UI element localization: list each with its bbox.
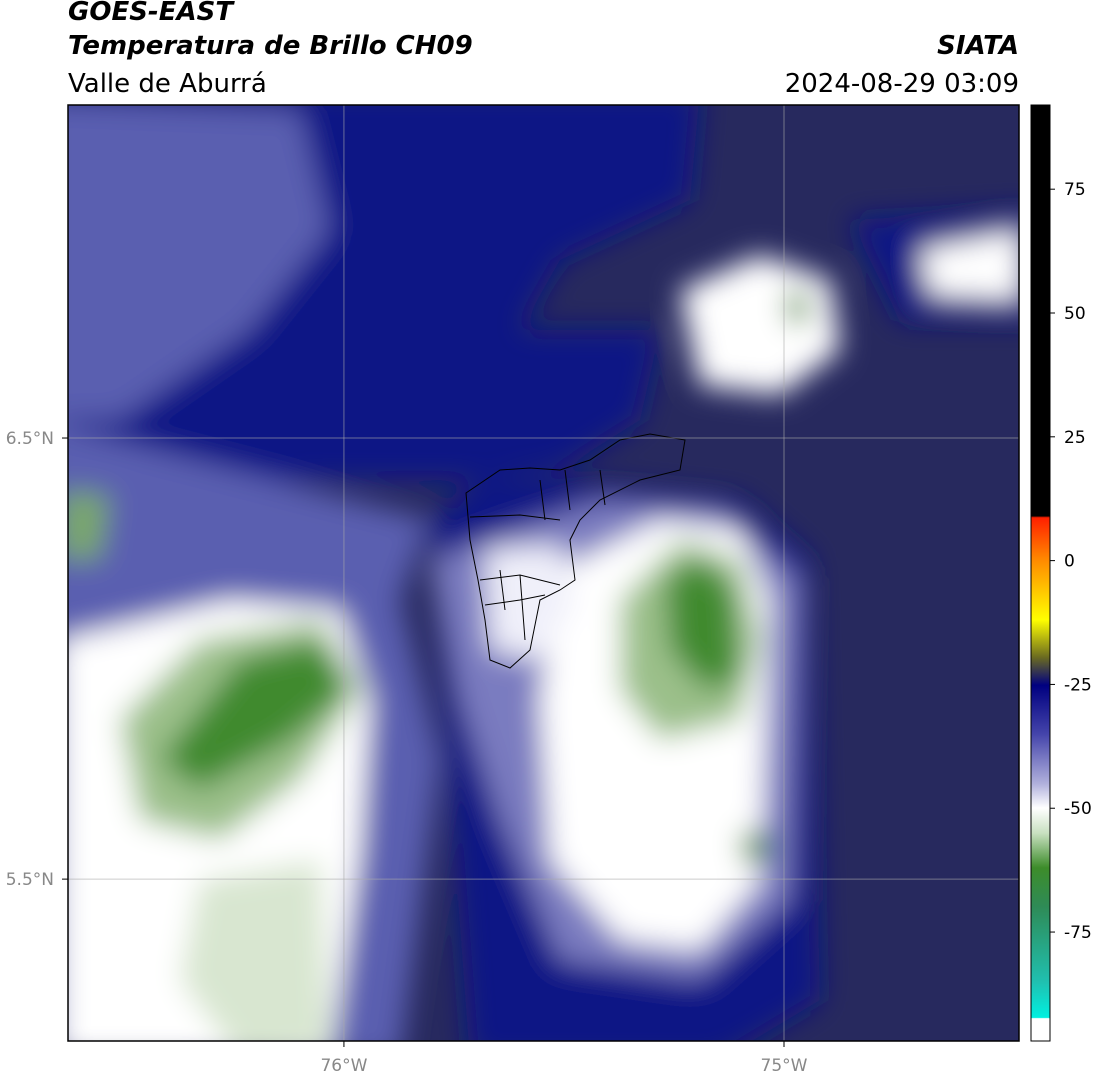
cloud-region	[68, 490, 110, 560]
cloud-region	[665, 555, 740, 690]
colorbar-tick-label: -75	[1064, 923, 1092, 943]
map	[68, 105, 1019, 1041]
cloud-region	[740, 830, 768, 865]
agency: SIATA	[937, 31, 1019, 61]
colorbar-tick-label: 75	[1064, 180, 1086, 200]
x-tick-label: 75°W	[761, 1056, 808, 1076]
map-frame	[67, 104, 1020, 1042]
datetime: 2024-08-29 03:09	[785, 69, 1019, 99]
cloud-region	[785, 290, 810, 325]
boundary	[469, 469, 606, 641]
boundary	[465, 433, 686, 669]
colorbar	[1030, 104, 1051, 1042]
cloud-region	[180, 860, 330, 1041]
colorbar-tick-label: -50	[1064, 799, 1092, 819]
cloud-region	[160, 640, 350, 790]
cloud-region	[920, 230, 1019, 300]
title: Temperatura de Brillo CH09	[68, 31, 473, 61]
y-tick-label: 6.5°N	[6, 429, 54, 449]
region: Valle de Aburrá	[68, 69, 267, 99]
cloud-region	[485, 545, 575, 660]
colorbar-tick-label: 50	[1064, 304, 1086, 324]
colorbar-tick-label: -25	[1064, 675, 1092, 695]
municipal-boundaries	[465, 433, 686, 669]
cloud-field	[68, 105, 1019, 1041]
y-tick-label: 5.5°N	[6, 870, 54, 890]
cloud-region	[68, 105, 330, 420]
source: GOES-EAST	[68, 0, 235, 27]
colorbar-tick-label: 25	[1064, 428, 1086, 448]
cloud-region	[680, 255, 840, 395]
x-tick-label: 76°W	[320, 1056, 367, 1076]
colorbar-tick-label: 0	[1064, 552, 1075, 572]
